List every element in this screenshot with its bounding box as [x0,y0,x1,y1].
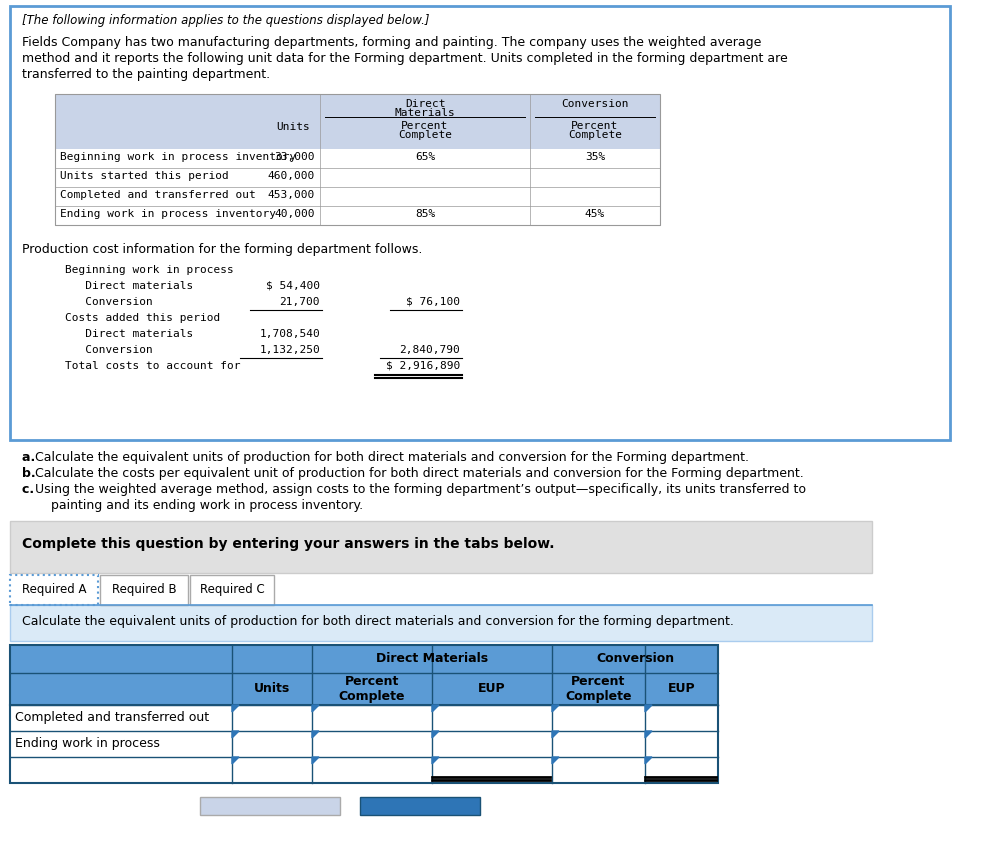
Text: EUP: EUP [479,683,505,695]
Text: Ending work in process inventory: Ending work in process inventory [60,209,276,219]
Polygon shape [645,705,652,712]
Text: $ 54,400: $ 54,400 [266,281,320,291]
Text: Direct materials: Direct materials [65,281,193,291]
Text: Complete this question by entering your answers in the tabs below.: Complete this question by entering your … [22,537,554,551]
Polygon shape [645,731,652,738]
Polygon shape [312,705,319,712]
Bar [55,94,660,225]
Text: Units: Units [277,122,310,132]
Text: Calculate the equivalent units of production for both direct materials and conve: Calculate the equivalent units of produc… [35,451,749,464]
Polygon shape [232,757,239,764]
Text: $ 76,100: $ 76,100 [406,297,460,307]
Text: Percent: Percent [571,121,618,131]
Text: 1,132,250: 1,132,250 [260,345,320,355]
Text: Completed and transferred out: Completed and transferred out [15,711,209,724]
Bar [55,149,660,168]
Text: Beginning work in process inventory: Beginning work in process inventory [60,152,297,162]
Text: 460,000: 460,000 [268,171,315,181]
Text: 21,700: 21,700 [280,297,320,307]
Polygon shape [645,757,652,764]
Bar [10,521,872,573]
Text: Required C: Required C [200,583,265,596]
Bar [10,605,872,641]
Text: transferred to the painting department.: transferred to the painting department. [22,68,270,81]
Bar [10,731,718,757]
Text: Conversion: Conversion [596,652,674,666]
Text: Percent
Complete: Percent Complete [339,675,406,703]
Text: Costs added this period: Costs added this period [65,313,220,323]
Text: Fields Company has two manufacturing departments, forming and painting. The comp: Fields Company has two manufacturing dep… [22,36,761,49]
Text: method and it reports the following unit data for the Forming department. Units : method and it reports the following unit… [22,52,788,65]
Polygon shape [432,757,439,764]
Text: Production cost information for the forming department follows.: Production cost information for the form… [22,243,423,256]
Bar [55,187,660,206]
Text: Materials: Materials [395,108,456,118]
Text: Units started this period: Units started this period [60,171,229,181]
Text: Direct: Direct [405,99,446,109]
Polygon shape [312,757,319,764]
Text: Required B: Required B [112,583,176,596]
Bar [10,575,98,605]
Text: EUP: EUP [667,683,695,695]
Text: 33,000: 33,000 [275,152,315,162]
Bar [10,645,718,705]
Text: 85%: 85% [415,209,436,219]
Text: 35%: 35% [584,152,605,162]
Text: c.: c. [22,483,39,496]
Polygon shape [552,731,559,738]
Text: 453,000: 453,000 [268,190,315,200]
Polygon shape [432,705,439,712]
Text: 65%: 65% [415,152,436,162]
Text: 45%: 45% [584,209,605,219]
Text: 2,840,790: 2,840,790 [400,345,460,355]
Bar [360,797,480,815]
Text: Units: Units [254,683,290,695]
Text: Completed and transferred out: Completed and transferred out [60,190,256,200]
Text: b.: b. [22,467,40,480]
Bar [10,757,718,783]
Bar [100,575,188,605]
Polygon shape [232,731,239,738]
Text: Direct materials: Direct materials [65,329,193,339]
Polygon shape [552,705,559,712]
Text: Percent: Percent [402,121,449,131]
Text: Calculate the costs per equivalent unit of production for both direct materials : Calculate the costs per equivalent unit … [35,467,804,480]
Bar [55,94,660,149]
Text: Beginning work in process: Beginning work in process [65,265,234,275]
Text: Direct Materials: Direct Materials [376,652,489,666]
Text: Percent
Complete: Percent Complete [565,675,631,703]
Bar [200,797,340,815]
Text: painting and its ending work in process inventory.: painting and its ending work in process … [35,499,363,512]
Text: 1,708,540: 1,708,540 [260,329,320,339]
Bar [190,575,274,605]
Polygon shape [312,731,319,738]
Bar [10,645,718,783]
Text: Conversion: Conversion [561,99,628,109]
Bar [55,168,660,187]
Polygon shape [552,757,559,764]
Text: [The following information applies to the questions displayed below.]: [The following information applies to th… [22,14,430,27]
Text: $ 2,916,890: $ 2,916,890 [386,361,460,371]
Text: Ending work in process: Ending work in process [15,738,160,750]
Text: Using the weighted average method, assign costs to the forming department’s outp: Using the weighted average method, assig… [35,483,806,496]
Text: Conversion: Conversion [65,345,153,355]
Text: 40,000: 40,000 [275,209,315,219]
Bar [10,705,718,731]
Polygon shape [232,705,239,712]
Text: Conversion: Conversion [65,297,153,307]
Text: Total costs to account for: Total costs to account for [65,361,241,371]
Bar [10,6,950,440]
Polygon shape [432,731,439,738]
Bar [55,206,660,225]
Text: Calculate the equivalent units of production for both direct materials and conve: Calculate the equivalent units of produc… [22,615,734,628]
Text: a.: a. [22,451,40,464]
Text: Complete: Complete [398,130,452,140]
Text: Required A: Required A [22,583,86,596]
Text: Complete: Complete [568,130,622,140]
